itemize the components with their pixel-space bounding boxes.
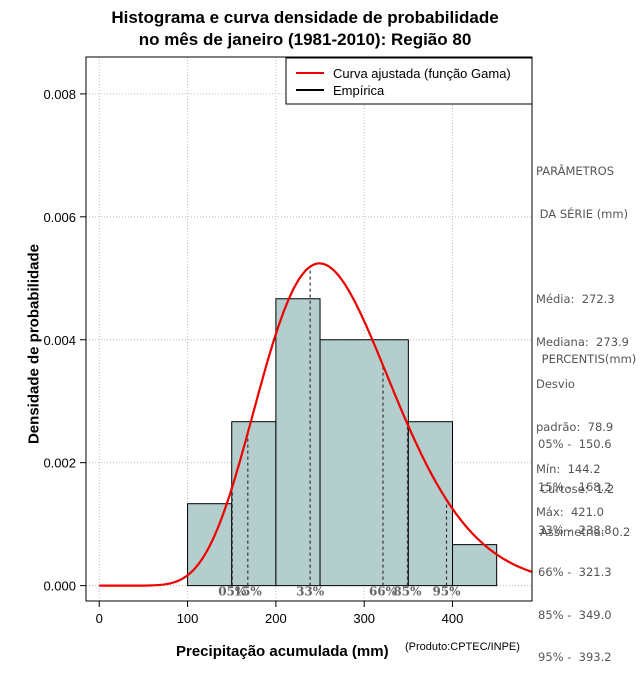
source-note: (Produto:CPTEC/INPE) bbox=[405, 641, 520, 653]
x-tick-label-0: 0 bbox=[96, 611, 103, 626]
param-sd-label: Desvio bbox=[536, 377, 575, 392]
x-axis-label: Precipitação acumulada (mm) bbox=[176, 643, 389, 660]
y-axis-label: Densidade de probabilidade bbox=[25, 243, 43, 445]
legend-label-1: Empírica bbox=[333, 83, 385, 98]
percentile-label-33: 33% bbox=[296, 585, 325, 599]
histogram-bar-2 bbox=[275, 298, 321, 587]
percentil-95: 95% - 393.2 bbox=[538, 650, 612, 665]
plot-frame bbox=[85, 56, 533, 602]
gamma-density-curve bbox=[99, 262, 532, 587]
x-tick-label-1: 100 bbox=[177, 611, 199, 626]
percentis-header: PERCENTIS(mm) bbox=[538, 352, 637, 367]
params-panel: PARÂMETROS DA SÉRIE (mm) Média: 272.3 Me… bbox=[536, 136, 629, 533]
x-tick-label-3: 300 bbox=[353, 611, 375, 626]
shape-panel: Curtose: 1.2 Assimetria: 0.2 bbox=[540, 454, 630, 553]
y-tick-label-2: 0.004 bbox=[43, 333, 76, 348]
percentil-33: 33% - 238.8 bbox=[538, 522, 612, 537]
histogram-bar-4 bbox=[407, 421, 454, 587]
histogram-chart: 05%15% 33% 66%85% 95% 0 100 200 300 400 0.000 0.00… bbox=[43, 56, 533, 626]
legend-box bbox=[285, 57, 533, 105]
params-header2: DA SÉRIE (mm) bbox=[536, 207, 629, 222]
percentile-label-05: 05% bbox=[218, 585, 247, 599]
kurtosis: Curtose: 1.2 bbox=[540, 482, 615, 497]
chart-title-line2: no mês de janeiro (1981-2010): Região 80 bbox=[138, 30, 472, 49]
percentil-05: 05% - 150.6 bbox=[538, 437, 612, 452]
legend-label-0: Curva ajustada (função Gama) bbox=[333, 66, 511, 81]
histogram-bar-5 bbox=[452, 544, 498, 587]
percentil-66: 66% - 321.3 bbox=[538, 565, 612, 580]
skewness: Assimetria: 0.2 bbox=[540, 525, 631, 540]
percentile-label-95: 95% bbox=[432, 585, 461, 599]
percentil-15: 15% - 168.2 bbox=[538, 480, 612, 495]
chart-title-line1: Histograma e curva densidade de probabil… bbox=[111, 8, 499, 27]
y-tick-label-0: 0.000 bbox=[43, 579, 76, 594]
percentile-label-66: 66% bbox=[369, 585, 398, 599]
percentile-label-85: 85% bbox=[393, 585, 422, 599]
percentil-85: 85% - 349.0 bbox=[538, 607, 612, 622]
x-tick-label-4: 400 bbox=[442, 611, 464, 626]
histogram-bar-3 bbox=[319, 339, 409, 587]
param-max: Máx: 421.0 bbox=[536, 505, 604, 520]
param-min: Mín: 144.2 bbox=[536, 462, 601, 477]
param-median: Mediana: 273.9 bbox=[536, 334, 629, 349]
histogram-bar-1 bbox=[231, 421, 277, 587]
percentile-label-15: 15% bbox=[234, 585, 263, 599]
y-tick-label-4: 0.008 bbox=[43, 87, 76, 102]
param-sd: padrão: 78.9 bbox=[536, 419, 614, 434]
params-header1: PARÂMETROS bbox=[536, 164, 615, 179]
x-tick-label-2: 200 bbox=[265, 611, 287, 626]
param-mean: Média: 272.3 bbox=[536, 292, 615, 307]
y-tick-label-1: 0.002 bbox=[43, 456, 76, 471]
y-tick-label-3: 0.006 bbox=[43, 210, 76, 225]
